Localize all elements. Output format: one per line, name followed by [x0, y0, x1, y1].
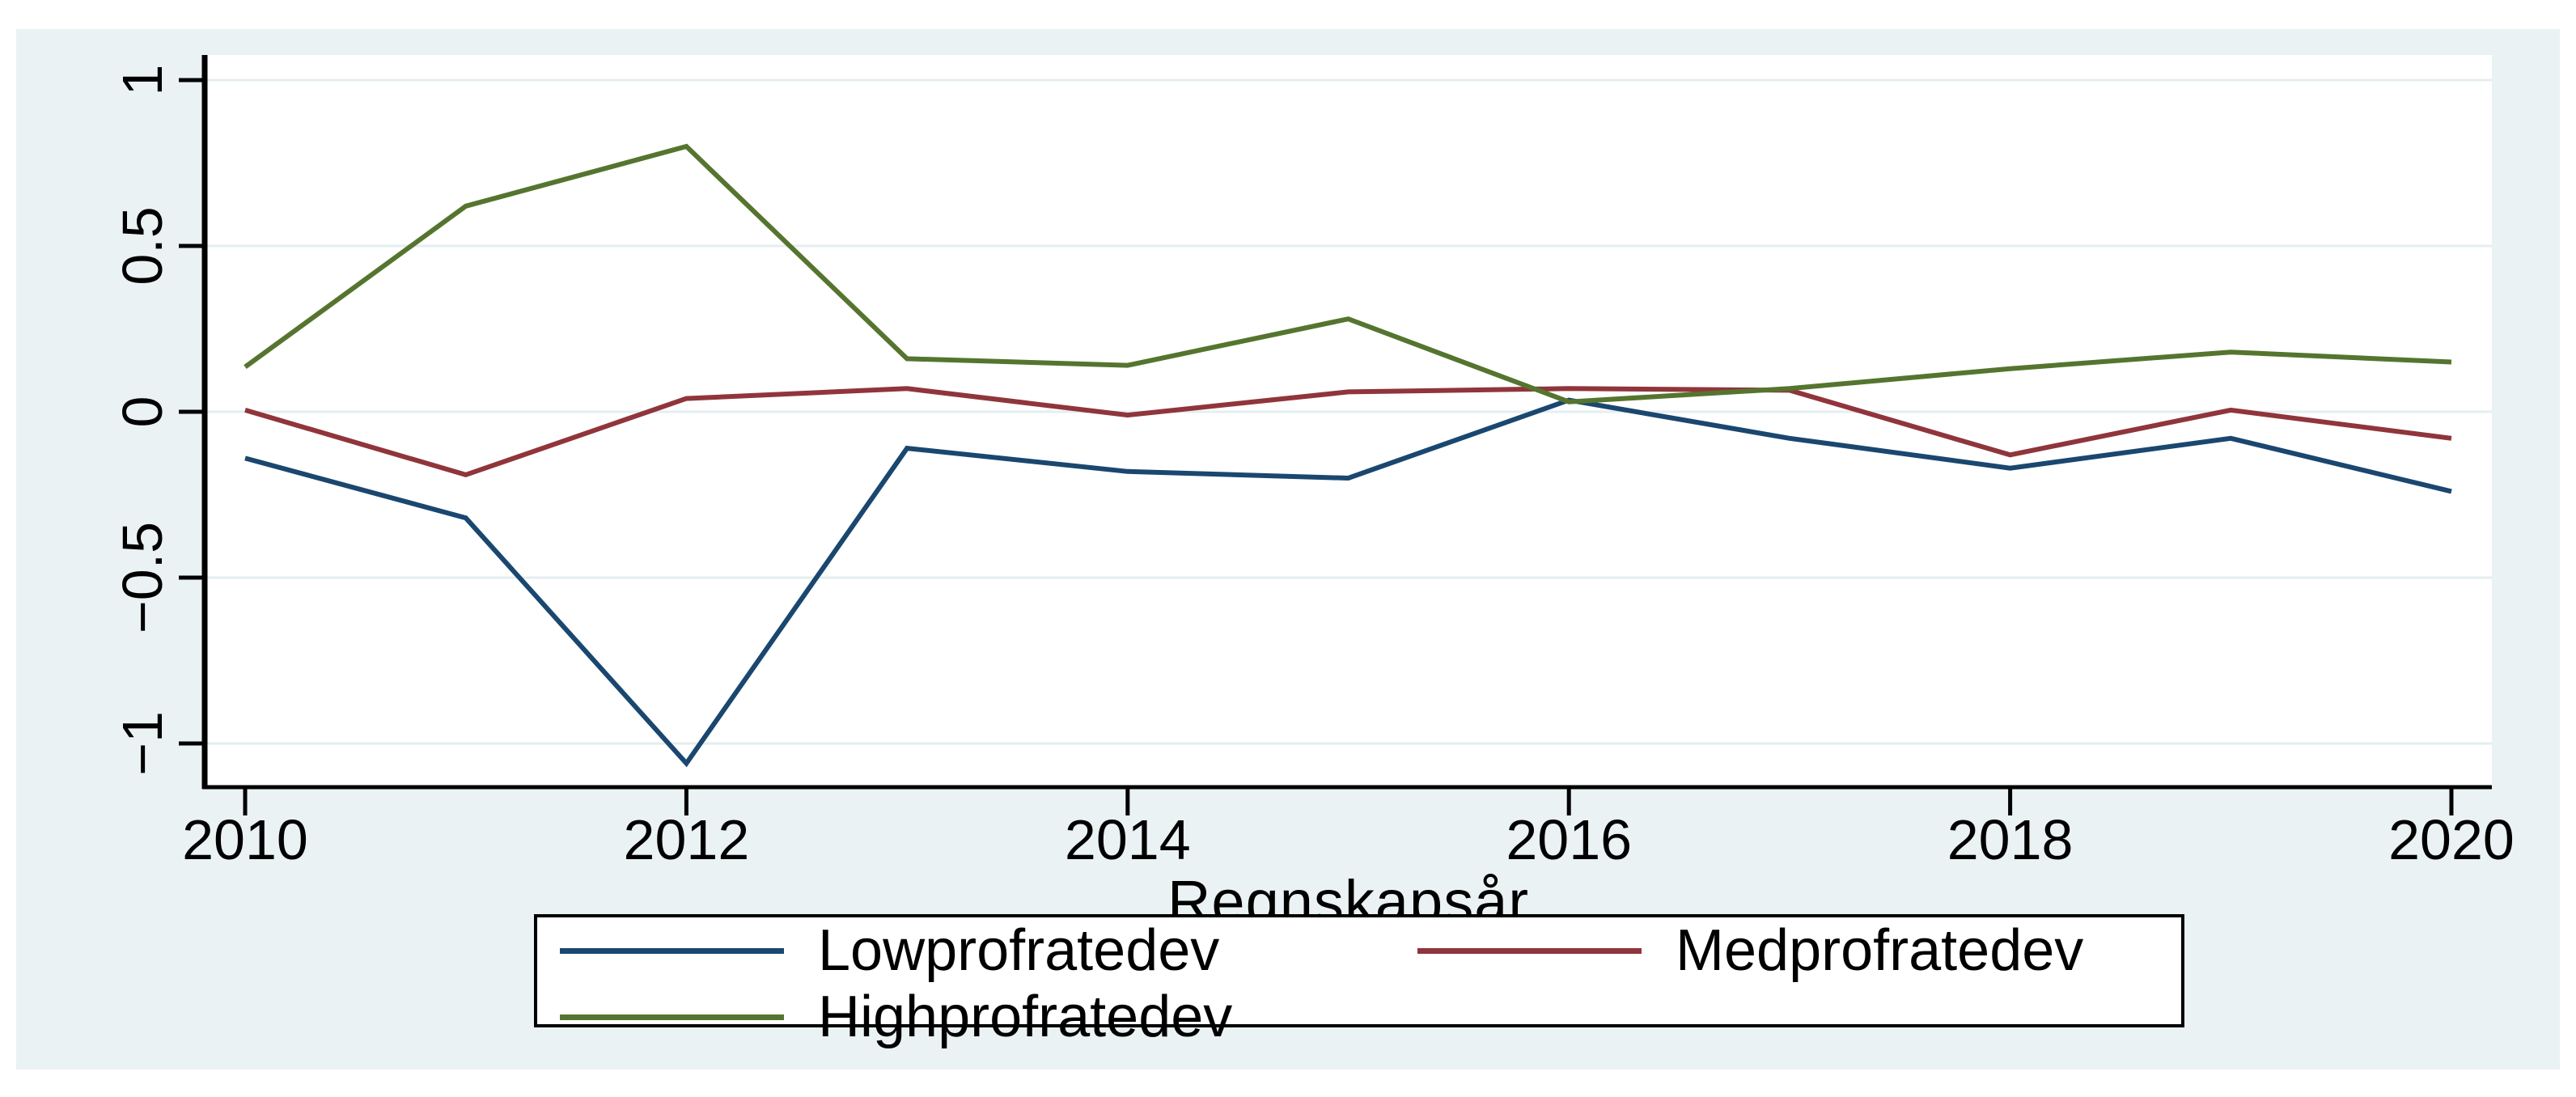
medprofratedev-line-swatch: [1417, 947, 1642, 954]
lowprofratedev-line-swatch: [560, 947, 784, 954]
series-line-lowprofratedev: [244, 397, 2452, 768]
legend-entry-lowprofratedev: Lowprofratedev: [560, 917, 1417, 984]
y-tick-label: −1: [111, 711, 174, 776]
legend-label: Highprofratedev: [818, 985, 1233, 1049]
legend-entry-highprofratedev: Highprofratedev: [560, 984, 1417, 1050]
y-tick-label: 0.5: [111, 206, 174, 285]
x-tick-label: 2016: [1506, 808, 1632, 871]
series-line-highprofratedev: [244, 143, 2452, 404]
legend-label: Medprofratedev: [1676, 918, 2084, 983]
x-tick-label: 2012: [624, 808, 750, 871]
highprofratedev-line-swatch: [560, 1014, 784, 1020]
legend-label: Lowprofratedev: [818, 918, 1220, 983]
y-tick-label: 0: [111, 396, 174, 428]
y-tick-label: 1: [111, 65, 174, 96]
legend: Lowprofratedev Medprofratedev Highprofra…: [534, 914, 2184, 1049]
x-tick-label: 2010: [182, 808, 308, 871]
y-tick-label: −0.5: [111, 522, 174, 633]
x-tick-label: 2020: [2388, 808, 2515, 871]
plot-area: [205, 55, 2492, 787]
x-tick-label: 2014: [1065, 808, 1191, 871]
series-line-medprofratedev: [244, 386, 2452, 478]
legend-entry-medprofratedev: Medprofratedev: [1417, 917, 2181, 984]
x-tick-label: 2018: [1947, 808, 2074, 871]
